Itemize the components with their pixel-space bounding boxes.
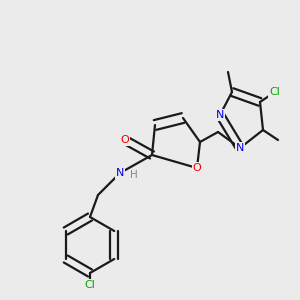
Text: N: N: [236, 143, 244, 153]
Text: Cl: Cl: [270, 87, 280, 97]
Text: O: O: [193, 163, 201, 173]
Text: Cl: Cl: [85, 280, 95, 290]
Text: O: O: [121, 135, 129, 145]
Text: H: H: [130, 170, 138, 180]
Text: N: N: [116, 168, 124, 178]
Text: N: N: [216, 110, 224, 120]
